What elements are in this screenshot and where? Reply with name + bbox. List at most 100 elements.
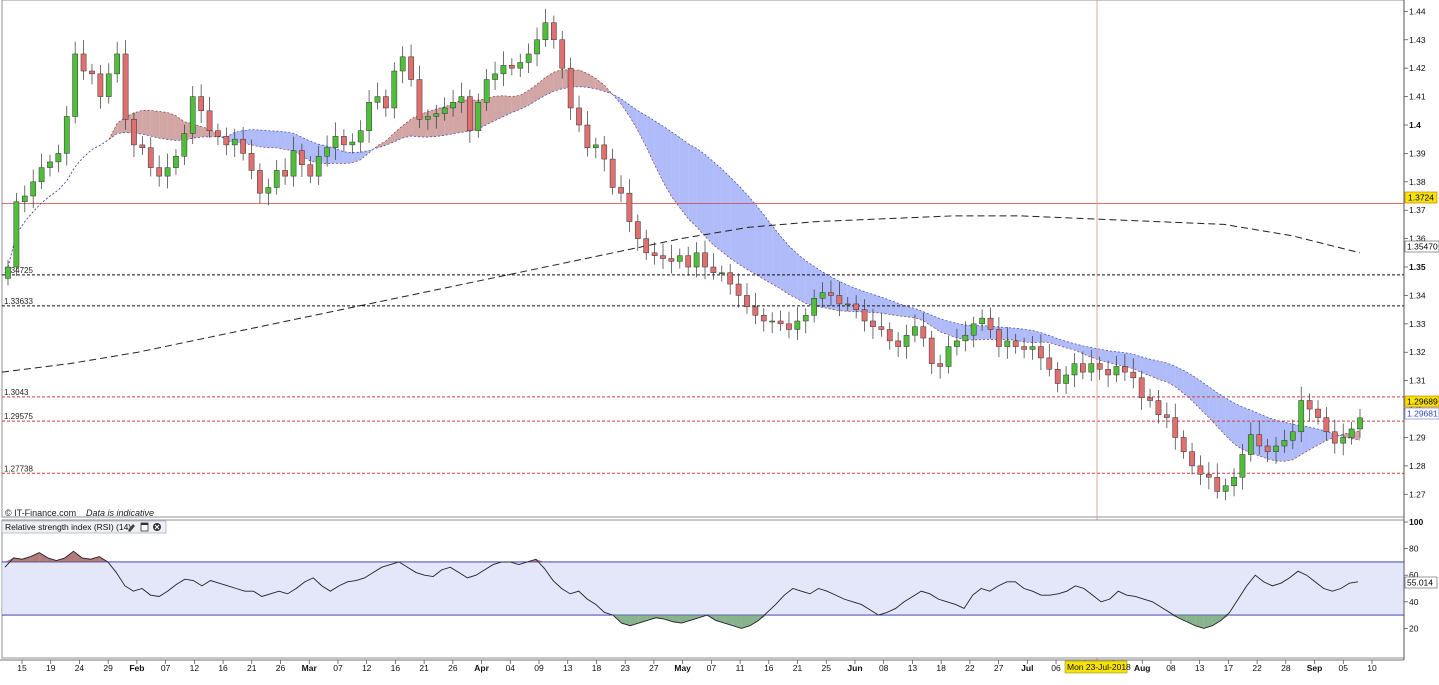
candle-body bbox=[1315, 408, 1321, 418]
date-tick-label: 21 bbox=[247, 663, 257, 673]
candle-body bbox=[240, 138, 246, 154]
date-tick-label: 12 bbox=[190, 663, 200, 673]
cloud-segment bbox=[1150, 359, 1159, 380]
cloud-segment bbox=[730, 177, 739, 265]
candle-body bbox=[1357, 417, 1363, 430]
date-tick-label: 07 bbox=[707, 663, 717, 673]
price-tick-label: 1.27 bbox=[1409, 489, 1426, 499]
candle-body bbox=[383, 96, 389, 109]
cloud-segment bbox=[159, 111, 168, 140]
candle-body bbox=[954, 340, 960, 347]
candle-body bbox=[987, 317, 994, 330]
candle-body bbox=[63, 116, 70, 154]
cloud-segment bbox=[1074, 343, 1083, 354]
candle-body bbox=[693, 252, 700, 268]
rsi-settings-icon[interactable] bbox=[128, 524, 135, 532]
candle-body bbox=[1340, 437, 1347, 444]
cloud-segment bbox=[1192, 375, 1201, 410]
candle-body bbox=[450, 102, 456, 109]
cloud-segment bbox=[1217, 392, 1226, 436]
price-tick-label: 1.44 bbox=[1409, 6, 1426, 16]
cloud-segment bbox=[772, 225, 781, 289]
rsi-oversold-area bbox=[1169, 615, 1179, 618]
candle-body bbox=[72, 53, 79, 117]
rsi-close-icon[interactable] bbox=[153, 523, 161, 531]
candle-body bbox=[643, 238, 650, 254]
candle-body bbox=[861, 309, 868, 322]
price-tick-label: 1.36 bbox=[1409, 234, 1426, 244]
cloud-segment bbox=[343, 151, 353, 164]
cloud-segment bbox=[495, 95, 504, 121]
cloud-segment bbox=[1200, 380, 1209, 418]
candle-body bbox=[928, 337, 935, 364]
date-tick-label: Jul bbox=[1021, 663, 1033, 673]
candle-body bbox=[1038, 346, 1044, 359]
candle-body bbox=[794, 320, 801, 330]
cloud-segment bbox=[1158, 361, 1167, 382]
candle-body bbox=[1155, 400, 1162, 415]
cloud-segment bbox=[696, 148, 705, 237]
candle-body bbox=[315, 155, 322, 177]
candle-body bbox=[895, 340, 901, 347]
cloud-segment bbox=[117, 116, 126, 134]
candle-body bbox=[1197, 465, 1204, 475]
cloud-segment bbox=[1007, 327, 1016, 341]
candle-body bbox=[332, 136, 339, 148]
candle-body bbox=[576, 107, 582, 126]
price-tick-label: 1.39 bbox=[1409, 148, 1426, 158]
price-tick-label: 1.31 bbox=[1409, 376, 1426, 386]
candle-body bbox=[744, 295, 750, 308]
cloud-segment bbox=[453, 100, 462, 134]
date-tick-label: 11 bbox=[736, 663, 745, 673]
rsi-tick-label: 100 bbox=[1409, 517, 1423, 527]
cloud-segment bbox=[1318, 429, 1327, 446]
cloud-segment bbox=[545, 72, 554, 96]
candle-body bbox=[710, 266, 717, 273]
rsi-oversold-area bbox=[741, 615, 751, 629]
date-tick-label: 13 bbox=[563, 663, 573, 673]
price-tick-label: 1.37 bbox=[1409, 205, 1426, 215]
last-price-tag-box bbox=[1404, 395, 1439, 408]
candle-body bbox=[416, 79, 423, 120]
cloud-segment bbox=[1141, 356, 1151, 376]
candle-body bbox=[181, 133, 188, 157]
candle-body bbox=[13, 201, 20, 268]
rsi-tick-label: 20 bbox=[1409, 623, 1419, 633]
candle-body bbox=[1105, 369, 1111, 376]
candle-body bbox=[164, 167, 171, 177]
rsi-maximize-icon[interactable] bbox=[140, 522, 149, 532]
rsi-oversold-area bbox=[638, 615, 648, 624]
candle-body bbox=[676, 255, 683, 262]
candle-body bbox=[1306, 400, 1313, 410]
date-tick-label: 07 bbox=[161, 663, 171, 673]
cloud-segment bbox=[520, 90, 529, 110]
candle-body bbox=[282, 170, 288, 177]
cloud-segment bbox=[654, 120, 664, 182]
candle-body bbox=[517, 62, 524, 69]
rsi-oversold-area bbox=[1195, 615, 1204, 629]
rsi-tick-label: 40 bbox=[1409, 597, 1419, 607]
candle-body bbox=[139, 144, 146, 148]
cloud-segment bbox=[528, 84, 538, 106]
cloud-tag-box bbox=[1404, 407, 1439, 420]
candle-body bbox=[189, 96, 196, 134]
level-tag: 1.3724 bbox=[1408, 193, 1434, 203]
candle-body bbox=[5, 266, 11, 279]
price-tick-label: 1.41 bbox=[1409, 92, 1426, 102]
ma-tag-box bbox=[1404, 240, 1439, 253]
candle-body bbox=[508, 65, 515, 69]
cloud-segment bbox=[427, 109, 437, 138]
candle-body bbox=[89, 70, 95, 75]
cloud-segment bbox=[822, 271, 831, 310]
price-tick-label: 1.42 bbox=[1409, 63, 1426, 73]
cloud-segment bbox=[1099, 349, 1109, 363]
cloud-segment bbox=[763, 214, 773, 285]
candle-body bbox=[735, 283, 742, 296]
candle-body bbox=[1281, 440, 1288, 447]
rsi-oversold-area bbox=[1186, 615, 1196, 626]
cloud-segment bbox=[940, 318, 949, 335]
candle-body bbox=[1331, 431, 1338, 444]
cloud-segment bbox=[889, 300, 899, 316]
candle-body bbox=[525, 53, 532, 63]
